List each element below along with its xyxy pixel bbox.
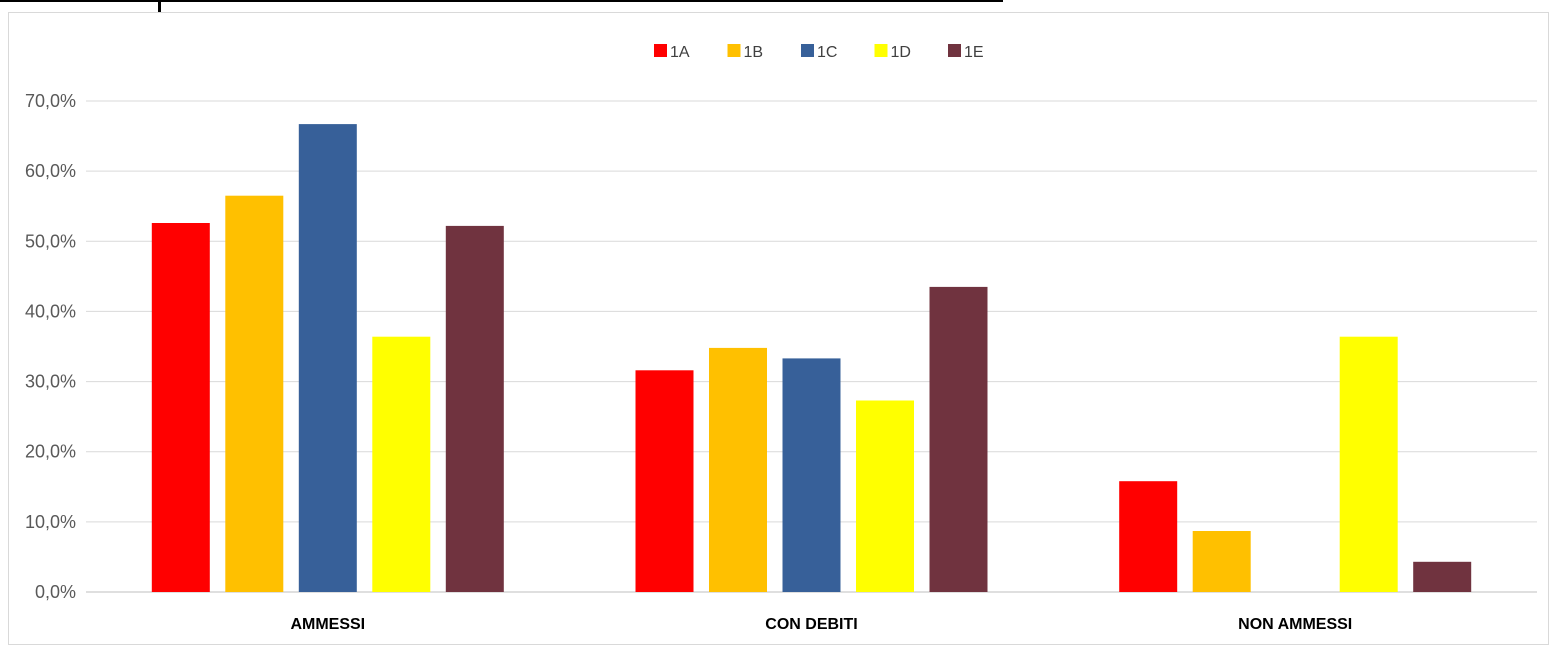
y-tick-label: 10,0% (25, 512, 76, 532)
bar-1b-con-debiti (709, 347, 767, 592)
bar-1e-non-ammessi (1413, 561, 1472, 592)
y-tick-label: 50,0% (25, 231, 76, 251)
bar-1a-non-ammessi (1119, 481, 1178, 592)
legend-label-1a: 1A (670, 44, 690, 61)
legend-swatch-1c (801, 44, 814, 57)
legend: 1A 1B 1C 1D 1E (654, 44, 984, 61)
y-tick-label: 70,0% (25, 91, 76, 111)
bar-1d-non-ammessi (1339, 336, 1398, 592)
legend-label-1b: 1B (744, 44, 764, 61)
bar-1a-con-debiti (635, 370, 694, 592)
y-tick-label: 60,0% (25, 161, 76, 181)
bar-1b-non-ammessi (1192, 531, 1251, 592)
y-tick-label: 30,0% (25, 372, 76, 392)
y-tick-label: 20,0% (25, 442, 76, 462)
bar-1e-con-debiti (929, 286, 988, 592)
x-category-label: NON AMMESSI (1238, 616, 1352, 633)
bar-chart: 1A 1B 1C 1D 1E 0,0% 10,0% 20,0% 30,0% 40,0% 50,0%… (25, 44, 1537, 633)
y-axis: 0,0% 10,0% 20,0% 30,0% 40,0% 50,0% 60,0% 70,0% (25, 91, 76, 602)
bar-1c-con-debiti (782, 358, 841, 592)
legend-swatch-1a (654, 44, 667, 57)
x-axis: AMMESSI CON DEBITI NON AMMESSI (290, 616, 1352, 633)
y-tick-label: 0,0% (35, 582, 76, 602)
bar-1b-ammessi (225, 195, 284, 592)
top-border-line (0, 0, 1003, 2)
legend-label-1d: 1D (891, 44, 911, 61)
legend-label-1e: 1E (964, 44, 984, 61)
bar-1a-ammessi (151, 223, 210, 592)
bar-1d-ammessi (372, 336, 431, 592)
y-tick-label: 40,0% (25, 301, 76, 321)
bar-1e-ammessi (445, 225, 504, 592)
legend-swatch-1b (727, 44, 741, 57)
legend-swatch-1e (948, 44, 961, 57)
legend-swatch-1d (874, 44, 888, 57)
bar-1c-ammessi (298, 124, 357, 592)
x-category-label: AMMESSI (290, 616, 365, 633)
chart-area: 1A 1B 1C 1D 1E 0,0% 10,0% 20,0% 30,0% 40,0% 50,0%… (8, 12, 1549, 645)
bars (151, 124, 1472, 592)
x-category-label: CON DEBITI (765, 616, 857, 633)
bar-1d-con-debiti (856, 400, 914, 592)
top-border-tick (158, 0, 161, 12)
legend-label-1c: 1C (817, 44, 837, 61)
